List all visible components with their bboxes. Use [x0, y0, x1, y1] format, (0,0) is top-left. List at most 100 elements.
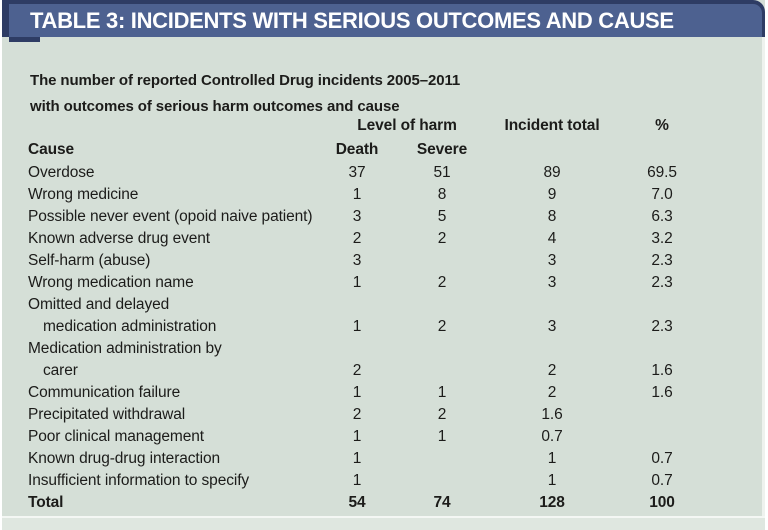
value-cell: 1: [352, 384, 362, 401]
value-cell: [492, 338, 612, 360]
value-cell: 3: [547, 274, 557, 291]
subtitle-line-1: The number of reported Controlled Drug i…: [30, 72, 461, 89]
value-cell: 2: [352, 362, 362, 379]
value-cell: 0.7: [651, 450, 673, 467]
table-row: Insufficient information to specify 1 1 0.7: [28, 470, 712, 492]
value-cell: [612, 404, 712, 426]
table-title: TABLE 3: INCIDENTS WITH SERIOUS OUTCOMES…: [30, 7, 674, 33]
cause-cell: Possible never event (opoid naive patien…: [28, 208, 313, 225]
table-row: carer 2 2 1.6: [28, 360, 712, 382]
title-bar-accent: [9, 37, 40, 42]
cause-cell: carer: [43, 362, 78, 379]
value-cell: [392, 338, 492, 360]
value-cell: [612, 426, 712, 448]
value-cell: 100: [649, 494, 675, 511]
cause-cell: Overdose: [28, 164, 95, 181]
value-cell: 3.2: [651, 230, 673, 247]
col-header-percent: %: [655, 117, 669, 134]
value-cell: 3: [547, 318, 557, 335]
value-cell: 5: [437, 208, 447, 225]
cause-cell: Wrong medicine: [28, 186, 139, 203]
cause-cell: Medication administration by: [28, 340, 222, 357]
value-cell: [392, 470, 492, 492]
value-cell: 1: [352, 428, 362, 445]
value-cell: 74: [433, 494, 451, 511]
value-cell: 2: [547, 362, 557, 379]
value-cell: [322, 294, 392, 316]
value-cell: 2: [352, 406, 362, 423]
value-cell: 1.6: [651, 384, 673, 401]
table-row: Communication failure 1 1 2 1.6: [28, 382, 712, 404]
cause-cell: Precipitated withdrawal: [28, 406, 186, 423]
table-row: Wrong medication name 1 2 3 2.3: [28, 272, 712, 294]
value-cell: 8: [547, 208, 557, 225]
cause-cell: medication administration: [43, 318, 217, 335]
value-cell: 4: [547, 230, 557, 247]
value-cell: 8: [437, 186, 447, 203]
table-subtitle: The number of reported Controlled Drug i…: [30, 68, 460, 120]
value-cell: 1: [352, 274, 362, 291]
table-row: Self-harm (abuse) 3 3 2.3: [28, 250, 712, 272]
card-right-edge: [762, 37, 765, 530]
value-cell: 3: [547, 252, 557, 269]
subtitle-line-2: with outcomes of serious harm outcomes a…: [30, 98, 400, 115]
group-header-row: Level of harm Incident total %: [28, 114, 712, 138]
value-cell: 1.6: [541, 406, 563, 423]
value-cell: [392, 360, 492, 382]
data-table: Level of harm Incident total % Cause Dea…: [28, 114, 712, 514]
value-cell: 1: [437, 428, 447, 445]
value-cell: 2: [437, 318, 447, 335]
value-cell: 1.6: [651, 362, 673, 379]
value-cell: 6.3: [651, 208, 673, 225]
value-cell: [392, 448, 492, 470]
table-row: medication administration 1 2 3 2.3: [28, 316, 712, 338]
column-header-row: Cause Death Severe: [28, 138, 712, 162]
group-header-spacer: [28, 114, 322, 138]
col-header-severe: Severe: [416, 141, 468, 158]
cause-cell: Known drug-drug interaction: [28, 450, 221, 467]
cause-cell: Omitted and delayed: [28, 296, 170, 313]
value-cell: 2: [352, 230, 362, 247]
cause-cell: Total: [28, 494, 64, 511]
cause-cell: Poor clinical management: [28, 428, 204, 445]
value-cell: 69.5: [647, 164, 677, 181]
value-cell: 9: [547, 186, 557, 203]
value-cell: [322, 338, 392, 360]
value-cell: 1: [547, 450, 557, 467]
cause-cell: Communication failure: [28, 384, 181, 401]
value-cell: 1: [547, 472, 557, 489]
cause-cell: Known adverse drug event: [28, 230, 210, 247]
value-cell: 2.3: [651, 274, 673, 291]
value-cell: 2.3: [651, 252, 673, 269]
value-cell: [612, 338, 712, 360]
table-row: Known adverse drug event 2 2 4 3.2: [28, 228, 712, 250]
table-row: Omitted and delayed: [28, 294, 712, 316]
table-row: Poor clinical management 1 1 0.7: [28, 426, 712, 448]
value-cell: 89: [543, 164, 561, 181]
value-cell: 37: [348, 164, 366, 181]
value-cell: 54: [348, 494, 366, 511]
value-cell: 2: [437, 406, 447, 423]
value-cell: 3: [352, 208, 362, 225]
value-cell: 2: [547, 384, 557, 401]
table-row: Wrong medicine 1 8 9 7.0: [28, 184, 712, 206]
value-cell: [392, 294, 492, 316]
value-cell: 1: [352, 186, 362, 203]
value-cell: [392, 250, 492, 272]
col-header-incident-total: Incident total: [504, 117, 600, 134]
value-cell: 2: [437, 230, 447, 247]
value-cell: 2: [437, 274, 447, 291]
table-row: Total 54 74 128 100: [28, 492, 712, 514]
table-row: Precipitated withdrawal 2 2 1.6: [28, 404, 712, 426]
table-title-bar-inner: TABLE 3: INCIDENTS WITH SERIOUS OUTCOMES…: [9, 4, 762, 37]
value-cell: 0.7: [541, 428, 563, 445]
col-header-cause: Cause: [28, 141, 75, 158]
table-row: Known drug-drug interaction 1 1 0.7: [28, 448, 712, 470]
col-header-spacer-2: [612, 138, 712, 162]
group-header-level-of-harm: Level of harm: [357, 117, 457, 134]
value-cell: 1: [352, 472, 362, 489]
col-header-death: Death: [335, 141, 379, 158]
value-cell: 1: [352, 450, 362, 467]
value-cell: 2.3: [651, 318, 673, 335]
value-cell: 128: [539, 494, 565, 511]
